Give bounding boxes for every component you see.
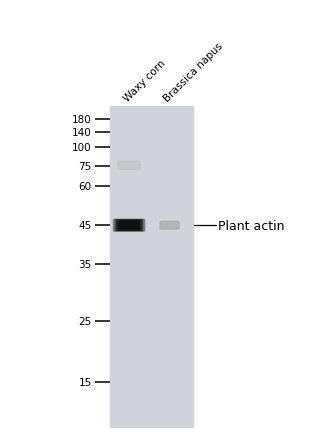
Text: 180: 180 — [72, 115, 92, 124]
Text: 15: 15 — [78, 377, 92, 387]
Text: 35: 35 — [78, 260, 92, 270]
FancyBboxPatch shape — [119, 221, 139, 230]
Text: 45: 45 — [78, 221, 92, 230]
Text: 100: 100 — [72, 143, 92, 152]
Text: Plant actin: Plant actin — [218, 219, 284, 232]
Text: 75: 75 — [78, 162, 92, 172]
Text: 25: 25 — [78, 316, 92, 326]
FancyBboxPatch shape — [113, 220, 145, 232]
Text: 140: 140 — [72, 128, 92, 137]
FancyBboxPatch shape — [160, 222, 179, 230]
Text: Brassica napus: Brassica napus — [162, 41, 225, 104]
FancyBboxPatch shape — [118, 161, 140, 170]
Bar — [110, 106, 193, 427]
FancyBboxPatch shape — [120, 222, 138, 230]
FancyBboxPatch shape — [115, 220, 143, 231]
Text: 60: 60 — [79, 182, 92, 191]
Text: Waxy corn: Waxy corn — [122, 59, 168, 104]
FancyBboxPatch shape — [117, 221, 141, 230]
